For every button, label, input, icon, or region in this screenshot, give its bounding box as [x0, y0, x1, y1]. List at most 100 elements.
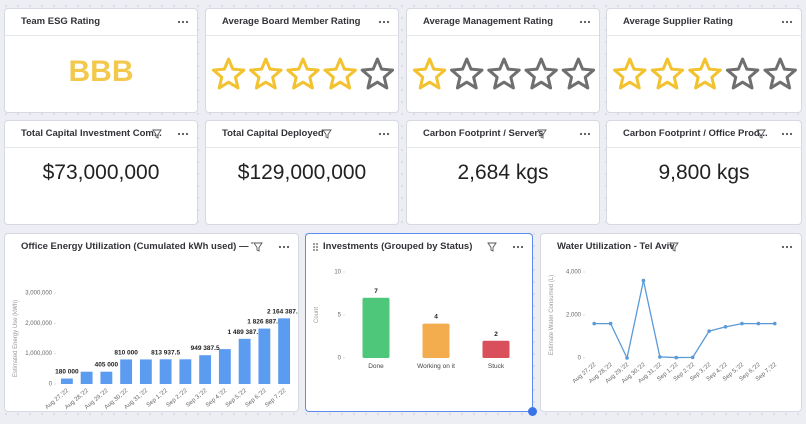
star-empty [450, 57, 484, 90]
chart-title: Water Utilization - Tel Aviv [557, 241, 675, 252]
bar [120, 359, 133, 384]
filter-icon[interactable] [669, 234, 679, 260]
menu-dot [378, 20, 382, 24]
filter-icon [537, 129, 547, 139]
star-filled [650, 57, 685, 90]
menu-dot [789, 245, 793, 249]
bar [179, 359, 192, 384]
handle-dot [313, 246, 315, 248]
esg-rating: BBB [68, 55, 134, 88]
number-card: Total Capital Investment Com... $73,000,… [4, 120, 198, 225]
menu-dot [516, 245, 520, 249]
menu-dot [382, 20, 386, 24]
menu-dot [587, 132, 591, 136]
menu-dot [583, 132, 587, 136]
filter-icon[interactable] [537, 121, 547, 147]
star-filled [249, 57, 283, 90]
menu-dot [386, 20, 390, 24]
card-header: Total Capital Deployed [206, 121, 398, 148]
drag-handle[interactable] [312, 234, 320, 260]
value-label: 949 387.5 [191, 345, 220, 352]
point [608, 321, 613, 326]
y-tick-label: 10 [334, 270, 341, 276]
bar [139, 359, 152, 384]
menu-dot [781, 245, 785, 249]
handle-dot [316, 249, 318, 251]
menu-dot [785, 132, 789, 136]
value-label: 180 000 [55, 369, 79, 376]
y-axis-label: Estimated Energy Use (kWh) [13, 300, 19, 377]
card-header: Investments (Grouped by Status) [306, 234, 532, 260]
number-value: 2,684 kgs [457, 161, 549, 184]
menu-dot [382, 132, 386, 136]
number-value: $73,000,000 [42, 161, 160, 184]
star-empty [360, 57, 395, 90]
star-empty [524, 57, 558, 90]
handle-dot [313, 249, 315, 251]
number-card: Carbon Footprint / Servers 2,684 kgs [406, 120, 600, 225]
y-tick-label: 0 [578, 356, 582, 362]
rating-card: Average Management Rating [406, 8, 600, 113]
filter-icon[interactable] [322, 121, 332, 147]
card-header: Carbon Footprint / Servers [407, 121, 599, 148]
card-title: Carbon Footprint / Servers [423, 128, 544, 139]
menu-dot [785, 20, 789, 24]
y-tick-label: 2,000,000 [25, 321, 52, 327]
menu-dot [781, 20, 785, 24]
x-tick-label: Stuck [488, 363, 505, 370]
menu-dot [520, 245, 524, 249]
resize-handle[interactable] [528, 407, 537, 416]
menu-icon[interactable] [376, 121, 390, 147]
menu-dot [587, 20, 591, 24]
point [690, 355, 695, 360]
y-axis-label: Count [314, 307, 320, 323]
menu-icon[interactable] [376, 9, 390, 35]
header-icons[interactable] [149, 121, 189, 147]
bar [218, 349, 231, 384]
chart-title: Office Energy Utilization (Cumulated kWh… [21, 241, 253, 252]
chart-card: Water Utilization - Tel Aviv 0 2,000 4,000… [540, 233, 802, 412]
menu-icon[interactable] [779, 234, 793, 260]
y-axis-label: Estimate Water Consumed (L) [549, 275, 555, 355]
x-tick-label: Sep 7,'22 [264, 388, 288, 409]
point [707, 329, 711, 333]
header-icons[interactable] [484, 234, 524, 260]
header-icons[interactable] [250, 234, 290, 260]
menu-dot [579, 20, 583, 24]
header-icons[interactable] [753, 121, 793, 147]
esg-card: Team ESG Rating BBB [4, 8, 198, 113]
menu-dot [278, 245, 282, 249]
card-header: Team ESG Rating [5, 9, 197, 36]
filter-icon [152, 129, 162, 139]
value-label: 1 826 887.5 [247, 319, 282, 326]
star-filled [323, 57, 357, 90]
handle-dot [316, 243, 318, 245]
y-tick-label: 4,000 [566, 270, 582, 276]
bar [362, 297, 390, 358]
rating-card: Average Board Member Rating [205, 8, 399, 113]
menu-dot [512, 245, 516, 249]
card-header: Water Utilization - Tel Aviv [541, 234, 801, 260]
bar [278, 318, 291, 384]
menu-icon[interactable] [175, 9, 189, 35]
star-filled [613, 57, 647, 90]
bar [482, 340, 510, 358]
y-tick-label: 1,000,000 [25, 351, 52, 357]
menu-icon[interactable] [577, 9, 591, 35]
menu-dot [282, 245, 286, 249]
menu-icon[interactable] [577, 121, 591, 147]
bar [258, 328, 271, 384]
star-empty [561, 57, 596, 90]
menu-dot [378, 132, 382, 136]
star-filled [688, 57, 722, 90]
chart-title: Investments (Grouped by Status) [323, 241, 473, 252]
menu-icon[interactable] [779, 9, 793, 35]
number-card: Total Capital Deployed $129,000,000 [205, 120, 399, 225]
bar [159, 359, 172, 384]
value-label: 813 937.5 [151, 349, 180, 356]
point [641, 278, 646, 283]
filter-icon [487, 242, 497, 252]
menu-dot [185, 20, 189, 24]
menu-dot [386, 132, 390, 136]
